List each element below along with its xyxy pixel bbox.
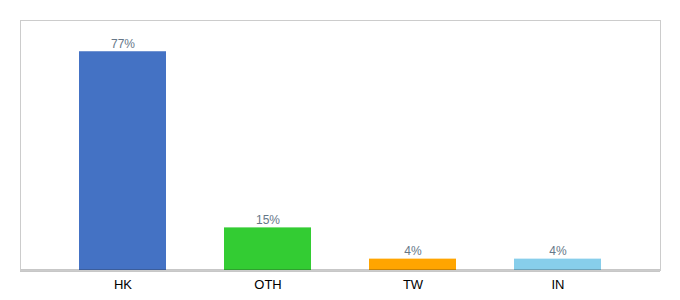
- svg-text:HK: HK: [114, 277, 132, 292]
- svg-text:OTH: OTH: [254, 277, 281, 292]
- svg-text:4%: 4%: [549, 244, 567, 258]
- svg-text:15%: 15%: [256, 213, 280, 227]
- svg-text:IN: IN: [552, 277, 565, 292]
- svg-text:77%: 77%: [111, 37, 135, 51]
- svg-text:TW: TW: [403, 277, 424, 292]
- svg-text:4%: 4%: [404, 244, 422, 258]
